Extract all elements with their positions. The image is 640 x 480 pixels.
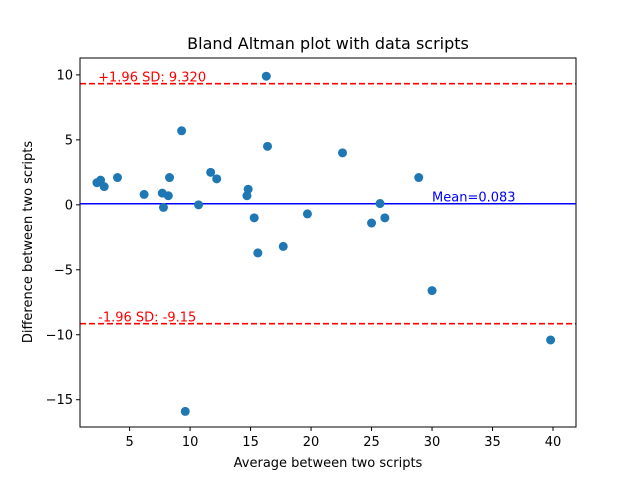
data-point <box>427 286 437 296</box>
y-tick-label: 5 <box>65 133 73 148</box>
data-point <box>263 141 273 151</box>
data-point <box>139 189 149 199</box>
data-point <box>163 191 173 201</box>
chart-title: Bland Altman plot with data scripts <box>187 34 469 53</box>
data-point <box>165 173 175 183</box>
reference-lines: +1.96 SD: 9.320 Mean=0.083 -1.96 SD: -9.15 <box>80 71 576 326</box>
x-tick-label: 20 <box>303 435 320 450</box>
data-point <box>180 406 190 416</box>
x-tick-label: 30 <box>424 435 441 450</box>
data-point <box>380 213 390 223</box>
data-point <box>158 202 168 212</box>
data-point <box>206 167 216 177</box>
x-tick-label: 5 <box>125 435 133 450</box>
data-point <box>278 241 288 251</box>
data-point <box>261 71 271 81</box>
plot-frame <box>79 57 577 428</box>
data-point <box>375 199 385 209</box>
y-axis-label: Difference between two scripts <box>21 141 36 344</box>
data-point <box>249 213 259 223</box>
y-tick-label: −15 <box>46 393 73 408</box>
y-tick-label: −10 <box>46 328 73 343</box>
data-point <box>546 335 556 345</box>
y-tick-label: −5 <box>54 263 73 278</box>
data-point <box>212 174 222 184</box>
x-tick-label: 10 <box>182 435 199 450</box>
x-axis-label: Average between two scripts <box>234 456 423 471</box>
x-tick-label: 35 <box>484 435 501 450</box>
mean-label: Mean=0.083 <box>432 191 516 206</box>
y-tick-label: 0 <box>65 198 73 213</box>
y-tick-label: 10 <box>56 68 73 83</box>
data-point <box>194 200 204 210</box>
data-point <box>414 173 424 183</box>
data-point <box>253 248 263 258</box>
sd-limit-label: +1.96 SD: 9.320 <box>98 71 206 86</box>
data-point <box>113 173 123 183</box>
data-point <box>302 209 312 219</box>
data-point <box>243 184 253 194</box>
data-points <box>92 71 556 416</box>
x-axis-ticks: 5 10 15 20 25 30 35 40 <box>125 427 561 450</box>
y-axis-ticks: −15 −10 −5 0 5 10 <box>46 68 80 408</box>
sd-limit-label: -1.96 SD: -9.15 <box>98 311 196 326</box>
x-tick-label: 40 <box>545 435 562 450</box>
x-tick-label: 25 <box>363 435 380 450</box>
data-point <box>99 182 109 192</box>
x-tick-label: 15 <box>242 435 259 450</box>
data-point <box>367 218 377 228</box>
data-point <box>338 148 348 158</box>
data-point <box>177 126 187 136</box>
